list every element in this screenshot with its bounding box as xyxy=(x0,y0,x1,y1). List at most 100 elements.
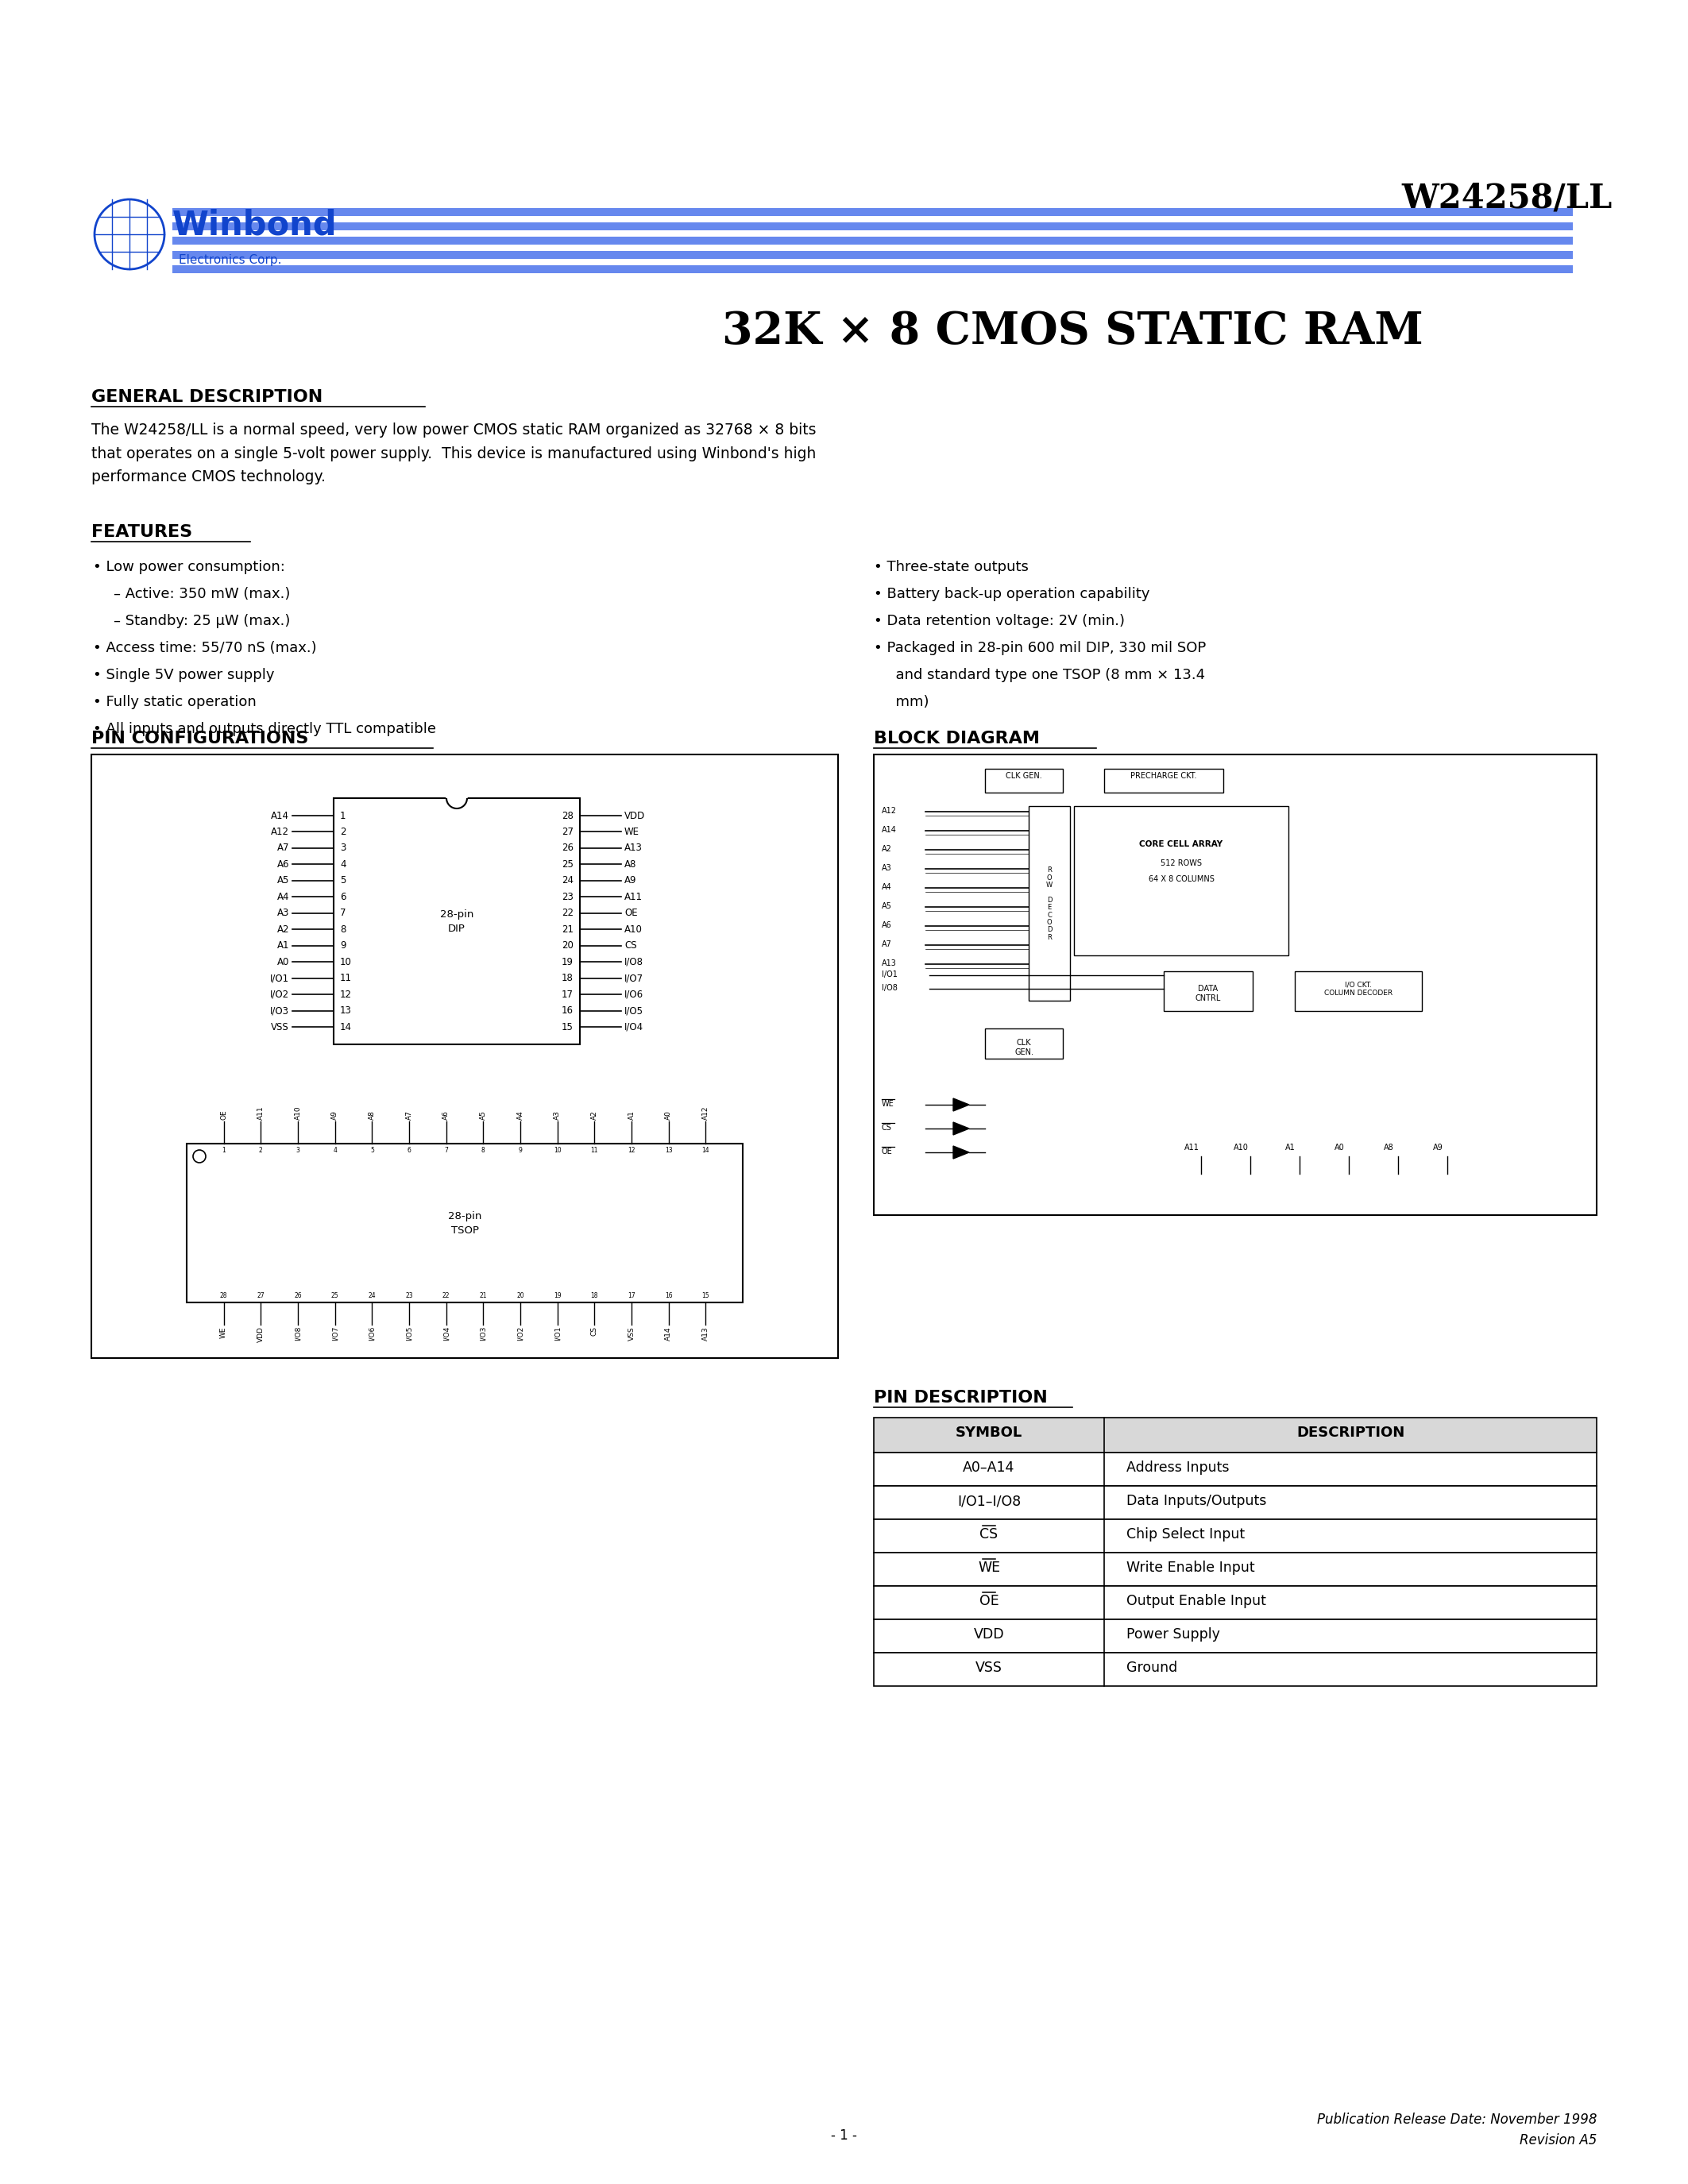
Text: 9: 9 xyxy=(518,1147,522,1153)
Text: – Standby: 25 μW (max.): – Standby: 25 μW (max.) xyxy=(113,614,290,629)
Bar xyxy=(874,1618,1597,1653)
Text: 7: 7 xyxy=(444,1147,447,1153)
Circle shape xyxy=(446,788,468,808)
Text: CLK
GEN.: CLK GEN. xyxy=(1014,1040,1033,1055)
Text: Publication Release Date: November 1998
Revision A5: Publication Release Date: November 1998 … xyxy=(1317,2112,1597,2147)
Text: A14: A14 xyxy=(665,1326,672,1341)
Text: 28: 28 xyxy=(562,810,574,821)
Text: 11: 11 xyxy=(591,1147,598,1153)
Text: 15: 15 xyxy=(702,1293,709,1299)
Text: BLOCK DIAGRAM: BLOCK DIAGRAM xyxy=(874,732,1040,747)
Text: A6: A6 xyxy=(881,922,891,928)
Text: OE: OE xyxy=(881,1147,893,1155)
Text: 25: 25 xyxy=(562,858,574,869)
Text: • Single 5V power supply: • Single 5V power supply xyxy=(93,668,275,681)
Bar xyxy=(334,797,581,1044)
Text: A5: A5 xyxy=(277,876,289,887)
Text: A11: A11 xyxy=(1183,1144,1198,1151)
Circle shape xyxy=(192,1151,206,1162)
Text: PIN DESCRIPTION: PIN DESCRIPTION xyxy=(874,1389,1048,1406)
Text: DESCRIPTION: DESCRIPTION xyxy=(1296,1426,1404,1439)
Bar xyxy=(187,1144,743,1302)
Text: VDD: VDD xyxy=(257,1326,265,1341)
Text: Electronics Corp.: Electronics Corp. xyxy=(179,253,282,266)
Text: 2: 2 xyxy=(258,1147,263,1153)
Text: A13: A13 xyxy=(702,1326,709,1341)
Text: I/O2: I/O2 xyxy=(270,989,289,1000)
Bar xyxy=(874,1485,1597,1520)
Text: PIN CONFIGURATIONS: PIN CONFIGURATIONS xyxy=(91,732,309,747)
Text: A14: A14 xyxy=(881,826,896,834)
Text: • Three-state outputs: • Three-state outputs xyxy=(874,559,1028,574)
Text: • Data retention voltage: 2V (min.): • Data retention voltage: 2V (min.) xyxy=(874,614,1124,629)
Text: • Low power consumption:: • Low power consumption: xyxy=(93,559,285,574)
Bar xyxy=(874,1653,1597,1686)
Bar xyxy=(986,1029,1063,1059)
Text: Ground: Ground xyxy=(1126,1660,1178,1675)
Text: 12: 12 xyxy=(339,989,351,1000)
Text: PRECHARGE CKT.: PRECHARGE CKT. xyxy=(1131,771,1197,780)
Text: A1: A1 xyxy=(1285,1144,1295,1151)
Text: A13: A13 xyxy=(625,843,643,854)
Text: - 1 -: - 1 - xyxy=(830,2129,858,2143)
Text: A9: A9 xyxy=(331,1109,339,1120)
Text: A10: A10 xyxy=(294,1105,302,1120)
Text: 19: 19 xyxy=(554,1293,560,1299)
Text: A11: A11 xyxy=(257,1105,265,1120)
Bar xyxy=(874,1553,1597,1586)
Text: 1: 1 xyxy=(221,1147,226,1153)
Text: A8: A8 xyxy=(368,1109,376,1120)
Text: 25: 25 xyxy=(331,1293,339,1299)
Text: 14: 14 xyxy=(339,1022,351,1033)
Text: • Access time: 55/70 nS (max.): • Access time: 55/70 nS (max.) xyxy=(93,640,317,655)
Text: I/O2: I/O2 xyxy=(517,1326,523,1341)
Text: – Active: 350 mW (max.): – Active: 350 mW (max.) xyxy=(113,587,290,601)
Text: 512 ROWS: 512 ROWS xyxy=(1161,858,1202,867)
Text: I/O1: I/O1 xyxy=(881,970,898,978)
Text: Power Supply: Power Supply xyxy=(1126,1627,1220,1642)
Text: The W24258/LL is a normal speed, very low power CMOS static RAM organized as 327: The W24258/LL is a normal speed, very lo… xyxy=(91,422,817,485)
Text: VDD: VDD xyxy=(625,810,645,821)
Text: A10: A10 xyxy=(625,924,643,935)
Bar xyxy=(172,223,1573,229)
Text: 24: 24 xyxy=(562,876,574,887)
Text: R
O
W
 
D
E
C
O
D
R: R O W D E C O D R xyxy=(1047,867,1053,941)
Text: 32K × 8 CMOS STATIC RAM: 32K × 8 CMOS STATIC RAM xyxy=(722,310,1423,354)
Text: A3: A3 xyxy=(554,1109,560,1120)
Bar xyxy=(1074,806,1288,954)
Text: A4: A4 xyxy=(881,882,891,891)
Text: DATA
CNTRL: DATA CNTRL xyxy=(1195,985,1220,1002)
Bar xyxy=(1295,972,1421,1011)
Text: mm): mm) xyxy=(886,695,928,710)
Text: 64 X 8 COLUMNS: 64 X 8 COLUMNS xyxy=(1148,876,1214,882)
Text: 8: 8 xyxy=(481,1147,484,1153)
Text: and standard type one TSOP (8 mm × 13.4: and standard type one TSOP (8 mm × 13.4 xyxy=(886,668,1205,681)
Text: A14: A14 xyxy=(270,810,289,821)
Text: Data Inputs/Outputs: Data Inputs/Outputs xyxy=(1126,1494,1266,1509)
Text: I/O8: I/O8 xyxy=(294,1326,302,1341)
Text: I/O3: I/O3 xyxy=(270,1005,289,1016)
Text: CLK GEN.: CLK GEN. xyxy=(1006,771,1041,780)
Text: CS: CS xyxy=(979,1527,998,1542)
Text: • Packaged in 28-pin 600 mil DIP, 330 mil SOP: • Packaged in 28-pin 600 mil DIP, 330 mi… xyxy=(874,640,1205,655)
Text: Output Enable Input: Output Enable Input xyxy=(1126,1594,1266,1607)
Text: A2: A2 xyxy=(881,845,891,854)
Bar xyxy=(1163,972,1252,1011)
Text: A9: A9 xyxy=(625,876,636,887)
Text: A2: A2 xyxy=(591,1109,598,1120)
Bar xyxy=(874,1520,1597,1553)
Text: CS: CS xyxy=(591,1326,598,1337)
Text: A4: A4 xyxy=(517,1109,523,1120)
Text: A5: A5 xyxy=(479,1109,486,1120)
Text: I/O5: I/O5 xyxy=(625,1005,643,1016)
Text: A0–A14: A0–A14 xyxy=(962,1461,1014,1474)
Text: OE: OE xyxy=(219,1109,228,1120)
Text: I/O4: I/O4 xyxy=(625,1022,643,1033)
Text: A0: A0 xyxy=(1334,1144,1344,1151)
Bar xyxy=(1104,769,1224,793)
Text: • Fully static operation: • Fully static operation xyxy=(93,695,257,710)
Bar xyxy=(172,207,1573,216)
Text: WE: WE xyxy=(625,828,640,836)
Text: 5: 5 xyxy=(339,876,346,887)
Bar xyxy=(1028,806,1070,1000)
